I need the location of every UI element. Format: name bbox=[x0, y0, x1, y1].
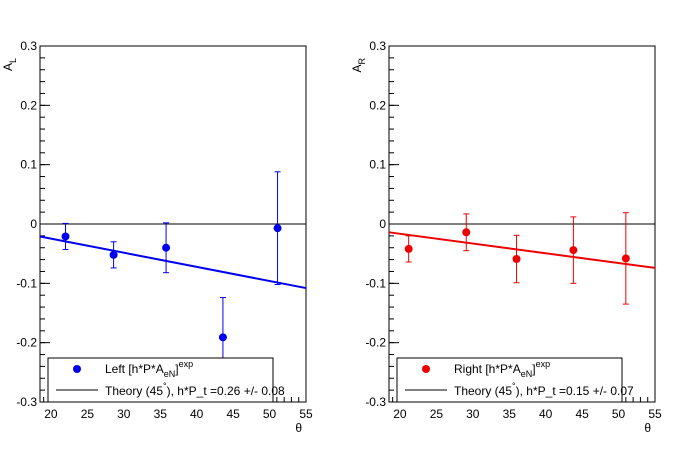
right-data-point bbox=[512, 255, 521, 264]
right-y-tick-label: -0.3 bbox=[365, 395, 386, 409]
right-data-point bbox=[462, 228, 471, 237]
right-data-point bbox=[569, 246, 578, 255]
left-theory-line bbox=[39, 235, 307, 290]
left-y-tick-label: 0.2 bbox=[20, 98, 37, 112]
left-asymmetry-chart: -0.3 -0.2 -0.1 0 0.1 0.2 0.3 20 25 30 35 40 45 50 55 A… bbox=[1, 39, 313, 435]
right-legend-theory-label: Theory (45°), h*P_t =0.15 +/- 0.07 bbox=[454, 381, 634, 398]
right-x-tick-label: 45 bbox=[575, 407, 589, 421]
left-x-tick-label: 55 bbox=[299, 407, 313, 421]
right-y-tick-label: 0.1 bbox=[369, 158, 386, 172]
left-x-axis-label: θ bbox=[295, 421, 302, 435]
left-legend: Left [h*P*AeN]exp Theory (45°), h*P_t =0… bbox=[47, 357, 285, 403]
left-legend-theory-label: Theory (45°), h*P_t =0.26 +/- 0.08 bbox=[105, 381, 285, 398]
right-x-tick-label: 40 bbox=[539, 407, 553, 421]
right-data-point bbox=[404, 244, 413, 253]
right-x-tick-label: 35 bbox=[503, 407, 517, 421]
left-x-tick-label: 25 bbox=[81, 407, 95, 421]
left-x-tick-label: 35 bbox=[154, 407, 168, 421]
right-x-tick-label: 20 bbox=[393, 407, 407, 421]
left-x-tick-label: 50 bbox=[263, 407, 277, 421]
right-y-tick-label: 0.2 bbox=[369, 98, 386, 112]
left-data-point bbox=[61, 232, 70, 241]
left-y-tick-label: -0.3 bbox=[16, 395, 37, 409]
right-x-tick-label: 25 bbox=[430, 407, 444, 421]
left-data-point bbox=[273, 224, 282, 233]
left-data-point bbox=[162, 243, 171, 252]
right-data-point bbox=[621, 254, 630, 263]
left-x-tick-label: 40 bbox=[190, 407, 204, 421]
left-y-tick-label: 0.3 bbox=[20, 39, 37, 53]
right-y-tick-label: -0.2 bbox=[365, 336, 386, 350]
left-y-tick-label: -0.1 bbox=[16, 276, 37, 290]
left-data-point bbox=[109, 250, 118, 259]
left-legend-marker bbox=[73, 365, 81, 373]
right-legend-box bbox=[396, 357, 623, 403]
right-x-tick-label: 30 bbox=[466, 407, 480, 421]
right-y-tick-label: 0.3 bbox=[369, 39, 386, 53]
left-y-axis-label: AL bbox=[1, 58, 18, 71]
right-y-axis-label: AR bbox=[350, 58, 367, 73]
left-x-tick-label: 20 bbox=[44, 407, 58, 421]
left-data-point bbox=[218, 333, 227, 342]
left-y-tick-label: -0.2 bbox=[16, 336, 37, 350]
right-theory-line bbox=[388, 231, 656, 269]
right-x-axis-label: θ bbox=[644, 421, 651, 435]
left-x-tick-label: 45 bbox=[226, 407, 240, 421]
right-asymmetry-chart: -0.3 -0.2 -0.1 0 0.1 0.2 0.3 20 25 30 35 40 45 50 55 A… bbox=[350, 39, 662, 435]
right-x-tick-label: 55 bbox=[648, 407, 662, 421]
right-y-tick-label: 0 bbox=[379, 217, 386, 231]
right-legend-marker bbox=[422, 365, 430, 373]
left-x-tick-label: 30 bbox=[117, 407, 131, 421]
left-legend-points-label: Left [h*P*AeN]exp bbox=[105, 359, 193, 379]
right-legend: Right [h*P*AeN]exp Theory (45°), h*P_t =… bbox=[396, 357, 634, 403]
right-legend-points-label: Right [h*P*AeN]exp bbox=[454, 359, 550, 379]
left-legend-box bbox=[47, 357, 274, 403]
left-y-tick-label: 0 bbox=[30, 217, 37, 231]
left-y-tick-label: 0.1 bbox=[20, 158, 37, 172]
right-y-tick-label: -0.1 bbox=[365, 276, 386, 290]
right-x-tick-label: 50 bbox=[612, 407, 626, 421]
